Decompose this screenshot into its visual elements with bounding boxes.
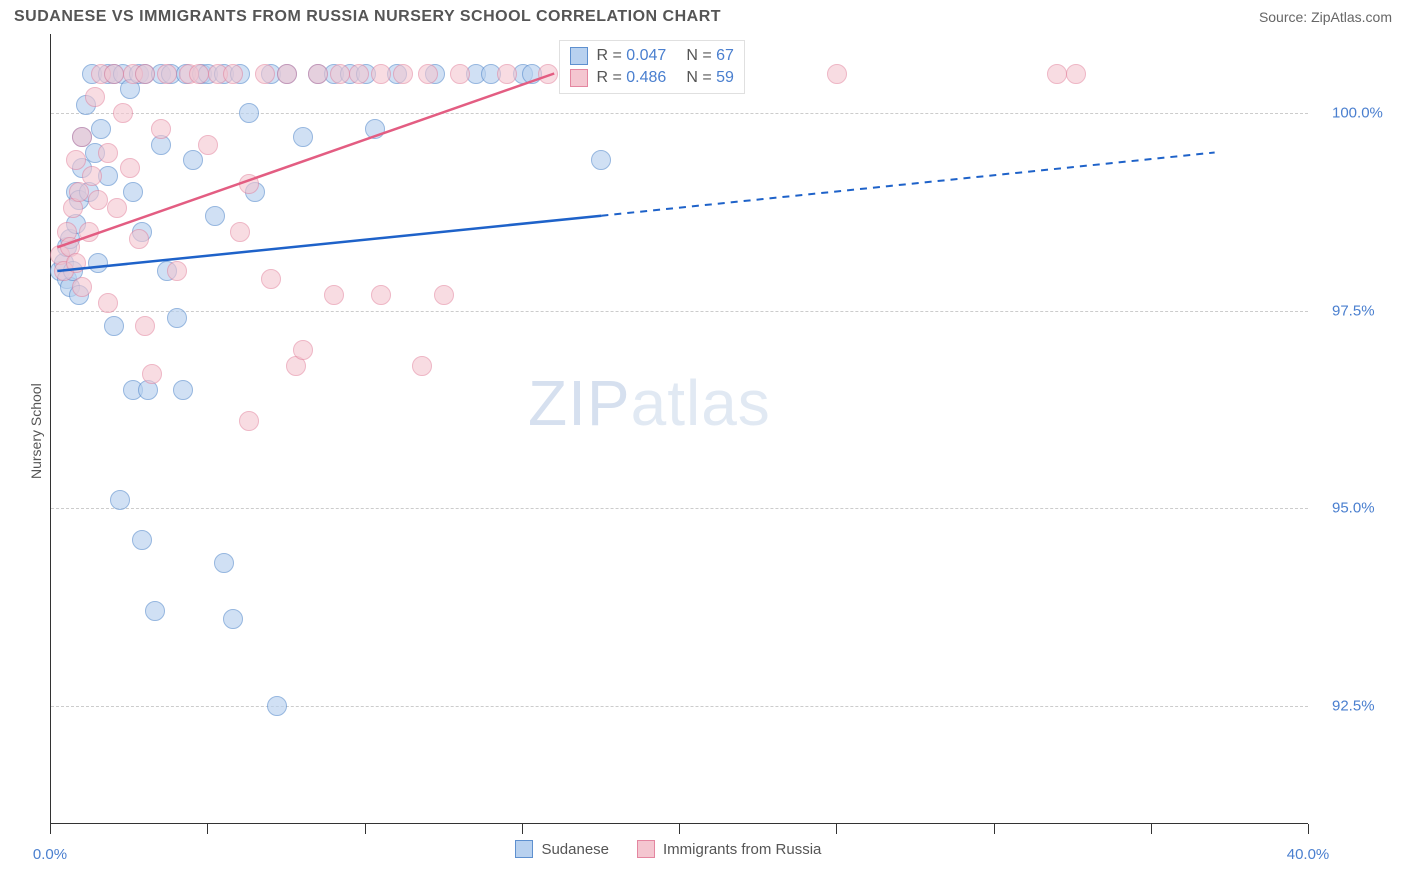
trendline-russia <box>57 74 554 248</box>
trendline-sudanese <box>57 216 601 271</box>
x-tick-label: 0.0% <box>33 846 67 863</box>
y-tick-label: 97.5% <box>1332 302 1375 319</box>
x-tick <box>50 824 51 834</box>
chart-header: SUDANESE VS IMMIGRANTS FROM RUSSIA NURSE… <box>0 0 1406 30</box>
x-tick <box>522 824 523 834</box>
stats-legend: R = 0.047 N = 67 R = 0.486 N = 59 <box>559 40 744 94</box>
x-tick <box>1151 824 1152 834</box>
swatch-sudanese <box>570 47 588 65</box>
legend-label: Immigrants from Russia <box>663 841 821 858</box>
stat-n-label: N = 67 <box>686 47 734 65</box>
stats-row-russia: R = 0.486 N = 59 <box>570 67 733 89</box>
stat-n-label: N = 59 <box>686 69 734 87</box>
stat-r-label: R = 0.047 <box>596 47 666 65</box>
x-tick <box>207 824 208 834</box>
plot-area <box>50 34 1308 824</box>
source-attribution: Source: ZipAtlas.com <box>1259 9 1392 25</box>
legend-item: Immigrants from Russia <box>637 840 821 858</box>
trend-lines <box>51 34 1309 824</box>
legend-swatch <box>637 840 655 858</box>
x-tick-label: 40.0% <box>1287 846 1330 863</box>
legend-item: Sudanese <box>515 840 609 858</box>
y-axis-label: Nursery School <box>28 383 44 479</box>
series-legend: Sudanese Immigrants from Russia <box>515 840 821 858</box>
swatch-russia <box>570 69 588 87</box>
x-tick <box>365 824 366 834</box>
x-tick <box>994 824 995 834</box>
y-tick-label: 95.0% <box>1332 500 1375 517</box>
correlation-scatter-chart: 92.5% 95.0% 97.5% 100.0% 0.0% 40.0% Nursery Sc… <box>14 34 1392 884</box>
x-tick <box>679 824 680 834</box>
chart-title: SUDANESE VS IMMIGRANTS FROM RUSSIA NURSE… <box>14 8 721 26</box>
legend-label: Sudanese <box>541 841 609 858</box>
y-tick-label: 100.0% <box>1332 105 1383 122</box>
y-tick-label: 92.5% <box>1332 697 1375 714</box>
x-tick <box>1308 824 1309 834</box>
stat-r-label: R = 0.486 <box>596 69 666 87</box>
trendline-sudanese-extrapolated <box>601 153 1214 216</box>
x-tick <box>836 824 837 834</box>
legend-swatch <box>515 840 533 858</box>
stats-row-sudanese: R = 0.047 N = 67 <box>570 45 733 67</box>
